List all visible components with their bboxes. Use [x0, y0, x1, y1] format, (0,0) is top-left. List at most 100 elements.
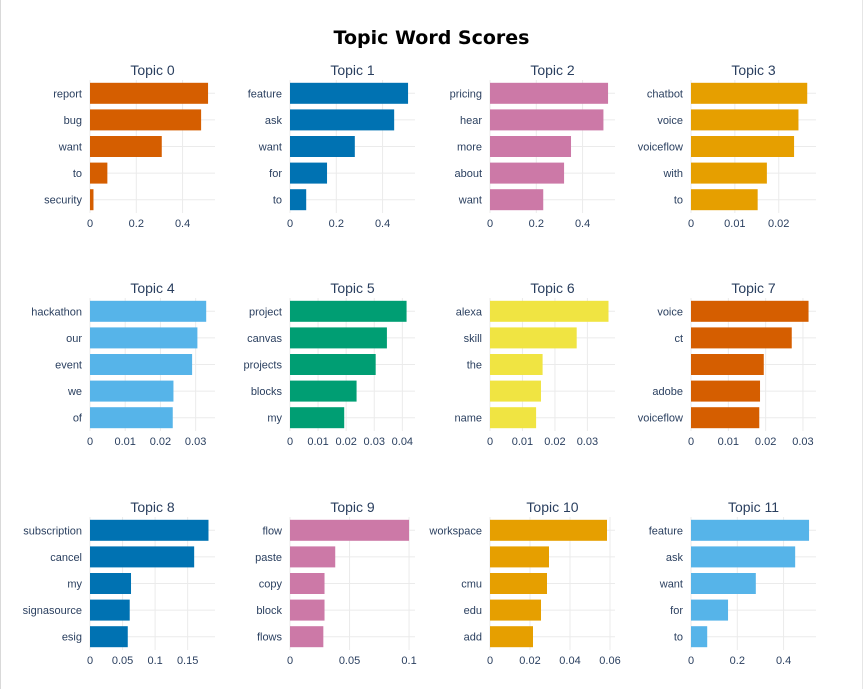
category-label: edu: [464, 605, 482, 617]
x-tick-label: 0.02: [544, 436, 565, 448]
x-tick-label: 0.4: [575, 218, 590, 230]
x-tick-label: 0.4: [375, 218, 390, 230]
bar: [90, 327, 198, 349]
chart-panel-topic-8: 0 0.05 0.1 0.15 Topic 8 subscription cancel my s…: [23, 499, 215, 667]
category-label: feature: [649, 525, 683, 537]
x-tick-label: 0.2: [529, 218, 544, 230]
chart-panel-topic-2: 0 0.2 0.4 Topic 2 pricing hear more about want: [450, 62, 615, 230]
x-tick-label: 0.05: [112, 655, 133, 667]
category-label: of: [73, 413, 83, 425]
bar: [490, 136, 572, 157]
bar: [691, 519, 810, 541]
chart-panel-topic-7: 0 0.01 0.02 0.03 Topic 7 voice ct adobe voiceflo…: [638, 280, 816, 448]
x-tick-label: 0: [87, 218, 93, 230]
category-label: for: [269, 168, 282, 180]
bar: [290, 626, 324, 648]
bar: [290, 546, 336, 568]
x-tick-label: 0: [688, 436, 694, 448]
category-label: feature: [248, 88, 282, 100]
bar: [490, 407, 537, 429]
category-label: esig: [62, 632, 82, 644]
x-tick-label: 0.04: [559, 655, 580, 667]
x-tick-label: 0.03: [364, 436, 385, 448]
category-label: canvas: [247, 333, 282, 345]
category-label: for: [670, 605, 683, 617]
bar: [490, 380, 541, 402]
x-tick-label: 0: [487, 655, 493, 667]
bar: [691, 189, 758, 211]
category-label: project: [249, 306, 282, 318]
category-label: alexa: [456, 306, 483, 318]
bar: [290, 162, 328, 184]
category-label: ask: [265, 115, 283, 127]
bar: [90, 354, 193, 375]
bar: [90, 136, 162, 157]
category-label: workspace: [428, 525, 482, 537]
category-label: with: [662, 168, 683, 180]
bar: [90, 162, 108, 184]
panel-title: Topic 10: [526, 499, 578, 515]
category-label: adobe: [652, 386, 683, 398]
category-label: cmu: [461, 579, 482, 591]
category-label: projects: [243, 360, 282, 372]
x-tick-label: 0.01: [307, 436, 328, 448]
bar: [490, 327, 577, 349]
x-tick-label: 0.2: [730, 655, 745, 667]
chart-panel-topic-6: 0 0.01 0.02 0.03 Topic 6 alexa skill the name: [454, 280, 615, 448]
x-tick-label: 0: [487, 436, 493, 448]
bar: [90, 82, 209, 104]
chart-panel-topic-5: 0 0.01 0.02 0.03 0.04 Topic 5 project canvas pro…: [243, 280, 415, 448]
category-label: report: [53, 88, 82, 100]
chart-panel-topic-11: 0 0.2 0.4 Topic 11 feature ask want for to: [649, 499, 816, 667]
panel-title: Topic 3: [731, 62, 776, 78]
panel-title: Topic 0: [130, 62, 175, 78]
panel-title: Topic 6: [530, 280, 575, 296]
bar: [691, 109, 799, 131]
bar: [691, 573, 756, 594]
bar: [490, 599, 541, 621]
bar: [90, 626, 128, 648]
panel-title: Topic 4: [130, 280, 175, 296]
bar: [290, 109, 395, 131]
x-tick-label: 0: [87, 436, 93, 448]
x-tick-label: 0.4: [175, 218, 190, 230]
bar: [691, 354, 764, 375]
category-label: hackathon: [31, 306, 82, 318]
bar: [290, 189, 307, 211]
category-label: cancel: [50, 552, 82, 564]
x-tick-label: 0: [287, 655, 293, 667]
bar: [691, 599, 729, 621]
bar: [691, 136, 795, 157]
bar: [490, 354, 543, 375]
x-tick-label: 0.02: [335, 436, 356, 448]
category-label: block: [256, 605, 282, 617]
category-label: to: [674, 632, 683, 644]
chart-panel-topic-4: 0 0.01 0.02 0.03 Topic 4 hackathon our event we o…: [31, 280, 215, 448]
category-label: to: [73, 168, 82, 180]
category-label: pricing: [450, 88, 482, 100]
panel-title: Topic 11: [728, 499, 779, 515]
bar: [290, 136, 355, 157]
bar: [90, 573, 132, 594]
x-tick-label: 0.15: [177, 655, 198, 667]
x-tick-label: 0.05: [339, 655, 360, 667]
bar: [90, 380, 174, 402]
category-label: paste: [255, 552, 282, 564]
category-label: our: [66, 333, 82, 345]
x-tick-label: 0.04: [392, 436, 413, 448]
category-label: want: [458, 195, 482, 207]
category-label: want: [258, 142, 282, 154]
bar: [691, 82, 808, 104]
x-tick-label: 0.01: [512, 436, 533, 448]
chart-panel-topic-9: 0 0.05 0.1 Topic 9 flow paste copy block flows: [255, 499, 417, 667]
x-tick-label: 0.01: [718, 436, 739, 448]
chart-panel-topic-0: 0 0.2 0.4 Topic 0 report bug want to security: [44, 62, 215, 230]
category-label: name: [454, 413, 482, 425]
category-label: voiceflow: [638, 142, 683, 154]
chart-panel-topic-1: 0 0.2 0.4 Topic 1 feature ask want for to: [248, 62, 415, 230]
bar: [490, 546, 549, 568]
panel-title: Topic 5: [330, 280, 375, 296]
bar: [90, 519, 209, 541]
category-label: ct: [674, 333, 683, 345]
